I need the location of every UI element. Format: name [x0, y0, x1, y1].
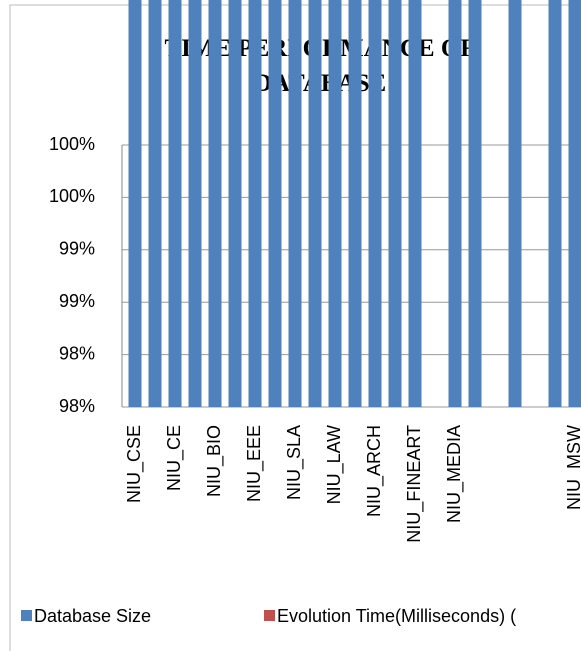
bar-segment — [148, 0, 162, 407]
y-tick-label: 99% — [59, 239, 95, 259]
bar-segment — [288, 0, 302, 407]
bar-segment — [368, 0, 382, 407]
legend-swatch — [21, 610, 32, 621]
bar-segment — [268, 0, 282, 407]
bar-segment — [468, 0, 482, 407]
bar-segment — [568, 0, 581, 407]
bar-segment — [508, 0, 522, 407]
x-tick-label: NIU_CE — [164, 425, 185, 491]
bar-segment — [328, 0, 342, 407]
bar-segment — [348, 0, 362, 407]
legend-swatch — [264, 610, 275, 621]
legend-label: Database Size — [34, 606, 151, 626]
bar-segment — [168, 0, 182, 407]
y-tick-label: 98% — [59, 396, 95, 416]
x-tick-label: NIU_LAW — [324, 425, 345, 504]
y-tick-label: 98% — [59, 343, 95, 363]
bar-segment — [208, 0, 222, 407]
legend-label: Evolution Time(Milliseconds) ( — [277, 606, 516, 626]
bar-segment — [408, 0, 422, 407]
y-tick-label: 99% — [59, 291, 95, 311]
bar-segment — [188, 0, 202, 407]
bar-segment — [308, 0, 322, 407]
bar-segment — [548, 0, 562, 407]
bar-segment — [448, 0, 462, 407]
x-tick-label: NIU_CSE — [124, 425, 145, 503]
x-tick-label: NIU_MEDIA — [444, 425, 465, 523]
x-tick-label: NIU_ARCH — [364, 425, 385, 517]
x-tick-label: NIU_SLA — [284, 425, 305, 500]
x-tick-label: NIU_BIO — [204, 425, 225, 497]
x-tick-label: NIU_MSW — [564, 425, 581, 510]
bar-segment — [388, 0, 402, 407]
y-tick-label: 100% — [49, 134, 95, 154]
bar-segment — [128, 0, 142, 407]
y-tick-label: 100% — [49, 186, 95, 206]
x-tick-label: NIU_FINEART — [404, 425, 425, 543]
x-tick-label: NIU_EEE — [244, 425, 265, 502]
bar-segment — [228, 0, 242, 407]
bar-segment — [248, 0, 262, 407]
